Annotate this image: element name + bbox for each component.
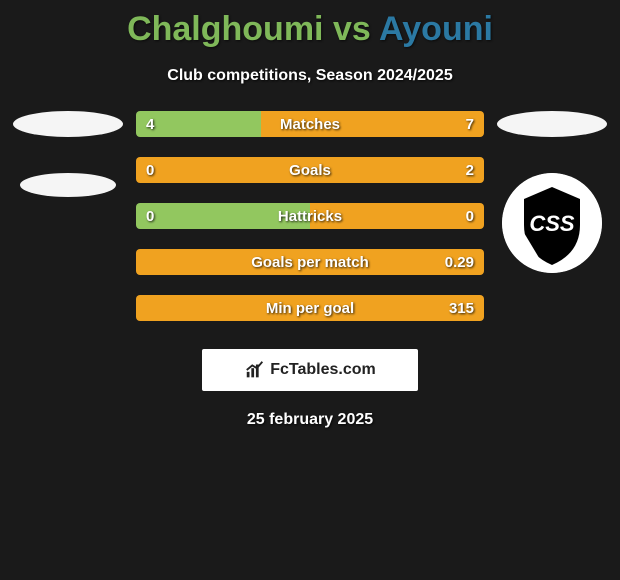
stat-bar-right [136, 295, 484, 321]
stat-bar-right [310, 203, 484, 229]
stat-bar-right [136, 249, 484, 275]
title-vs: vs [324, 10, 379, 48]
comparison-region: Matches47 Goals02 Hattricks00 Goals per mat… [0, 111, 620, 321]
right-team-flag-placeholder [497, 111, 607, 137]
right-team-club-badge: CSS [502, 173, 602, 273]
stat-row: Goals per match0.29 [136, 249, 484, 275]
date-text: 25 february 2025 [0, 411, 620, 429]
stat-bar-left [136, 111, 261, 137]
stat-row: Goals02 [136, 157, 484, 183]
page-title: Chalghoumi vs Ayouni [0, 0, 620, 49]
club-badge-text: CSS [529, 211, 575, 236]
left-team-club-placeholder [20, 173, 116, 197]
stat-bar-right [136, 157, 484, 183]
stat-row: Matches47 [136, 111, 484, 137]
stat-row: Hattricks00 [136, 203, 484, 229]
title-left: Chalghoumi [127, 10, 323, 48]
title-right: Ayouni [379, 10, 493, 48]
stat-bar-left [136, 203, 310, 229]
brand-watermark: FcTables.com [202, 349, 418, 391]
brand-text: FcTables.com [270, 361, 376, 379]
stat-bars: Matches47 Goals02 Hattricks00 Goals per mat… [128, 111, 492, 321]
left-team-column [8, 111, 128, 197]
subtitle: Club competitions, Season 2024/2025 [0, 67, 620, 85]
left-team-flag-placeholder [13, 111, 123, 137]
stat-row: Min per goal315 [136, 295, 484, 321]
chart-icon [244, 359, 266, 381]
right-team-column: CSS [492, 111, 612, 273]
stat-bar-right [261, 111, 484, 137]
